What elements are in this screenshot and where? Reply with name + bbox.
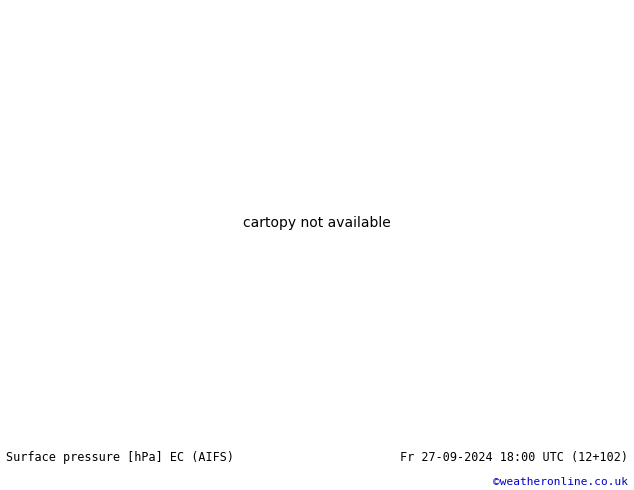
Text: Fr 27-09-2024 18:00 UTC (12+102): Fr 27-09-2024 18:00 UTC (12+102) [399, 451, 628, 464]
Text: ©weatheronline.co.uk: ©weatheronline.co.uk [493, 477, 628, 487]
Text: cartopy not available: cartopy not available [243, 216, 391, 230]
Text: Surface pressure [hPa] EC (AIFS): Surface pressure [hPa] EC (AIFS) [6, 451, 235, 464]
